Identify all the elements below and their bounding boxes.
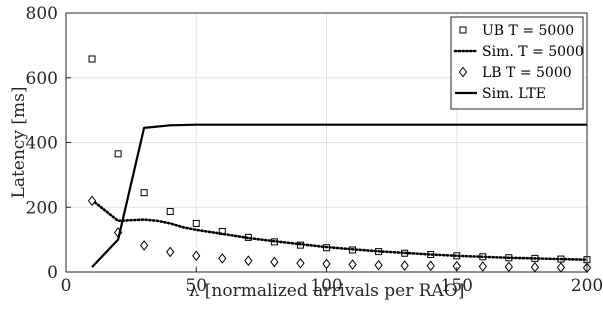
lb-point — [348, 259, 357, 270]
y-axis-label: Latency [ms] — [9, 87, 29, 199]
y-axis-ticks: 0 200 400 600 800 — [26, 4, 71, 283]
ub-point — [88, 55, 96, 63]
series-4 — [91, 123, 587, 268]
lb-point — [296, 257, 305, 269]
series-layer — [87, 55, 592, 274]
legend-marker — [459, 26, 467, 34]
lb-point — [244, 255, 253, 266]
lb-point — [400, 260, 409, 271]
legend-label: UB T = 5000 — [482, 23, 574, 39]
lb-point — [426, 260, 435, 272]
lb-point — [504, 261, 513, 273]
legend-symbol — [458, 66, 468, 78]
y-tick-label: 600 — [26, 69, 58, 89]
legend-marker — [458, 66, 468, 78]
series-3 — [87, 195, 592, 274]
legend-label: Sim. LTE — [482, 86, 546, 102]
lb-point — [530, 261, 540, 273]
lb-point — [140, 240, 149, 251]
sim-t5000-line — [90, 198, 589, 262]
lb-point — [192, 250, 201, 262]
x-axis-ticks: 0 50 100 150 200 — [61, 267, 603, 296]
y-tick-label: 400 — [26, 134, 58, 154]
lb-point — [374, 259, 383, 271]
lb-point — [166, 246, 175, 258]
x-tick-label: 50 — [185, 276, 207, 296]
y-tick-label: 0 — [47, 263, 58, 283]
sim-lte-line — [91, 123, 587, 268]
lb-point — [478, 261, 487, 272]
x-tick-label: 100 — [310, 276, 342, 296]
x-tick-label: 150 — [441, 276, 473, 296]
ub-point — [140, 189, 148, 197]
lb-point — [556, 262, 566, 273]
legend: UB T = 5000 Sim. T = 5000 LB T = 5000 Sim. … — [450, 16, 584, 110]
legend-symbol — [459, 26, 467, 34]
y-tick-label: 800 — [26, 4, 58, 24]
legend-label: Sim. T = 5000 — [482, 44, 584, 60]
series-2 — [90, 198, 589, 262]
x-axis-label: λ [normalized arrivals per RAO] — [189, 281, 465, 301]
ub-point — [166, 207, 174, 215]
lb-point — [218, 253, 227, 264]
ub-point — [114, 150, 122, 158]
legend-label: LB T = 5000 — [482, 65, 572, 81]
y-tick-label: 200 — [26, 198, 58, 218]
lb-point — [270, 256, 279, 268]
x-tick-label: 200 — [571, 276, 603, 296]
ub-point — [192, 219, 200, 227]
x-tick-label: 0 — [61, 276, 72, 296]
lb-point — [87, 195, 97, 207]
